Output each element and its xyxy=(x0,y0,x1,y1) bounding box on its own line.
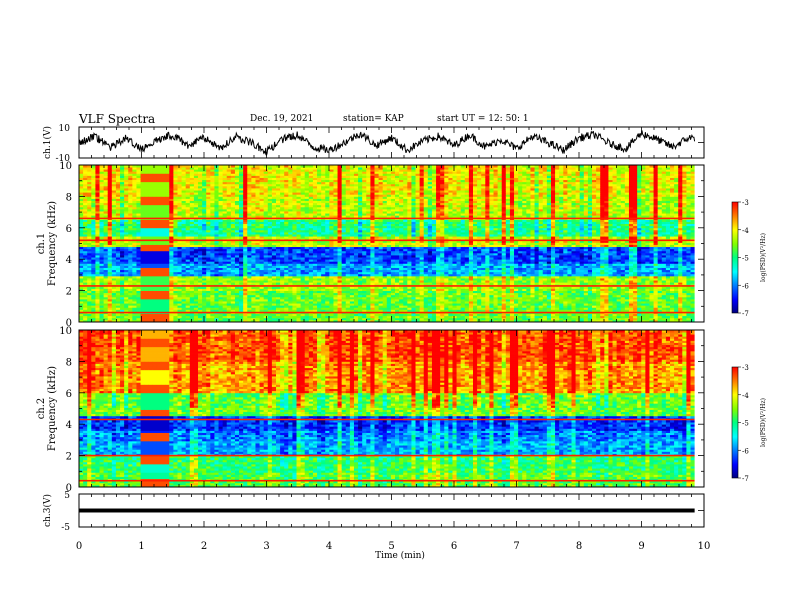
ch1-spectrogram-colorbar xyxy=(731,201,739,314)
x-tick-label: 2 xyxy=(201,541,207,552)
ch2-spectrogram-ylabel-channel: ch.2 xyxy=(36,398,47,420)
ch3-waveform-band xyxy=(79,508,695,513)
ch2-spectrogram-colorbar-label: log(PSD)(V²/Hz) xyxy=(760,398,767,447)
x-tick-label: 9 xyxy=(638,541,644,552)
ch2-spectrogram-colorbar-tick-label: -3 xyxy=(742,364,749,372)
ch2-spectrogram-ytick-label: 10 xyxy=(59,326,72,337)
ch2-spectrogram-ytick-label: 4 xyxy=(66,420,72,431)
chart-title: VLF Spectra xyxy=(79,112,155,126)
x-tick-label: 10 xyxy=(698,541,711,552)
ch2-spectrogram-no-data xyxy=(694,330,704,487)
date-label: Dec. 19, 2021 xyxy=(250,114,313,124)
x-axis-label: Time (min) xyxy=(375,550,425,561)
ch1-ytick-label: -10 xyxy=(56,154,71,164)
ch1-spectrogram-colorbar-tick-label: -3 xyxy=(742,199,749,207)
ch1-spectrogram-colorbar-tick-label: -5 xyxy=(742,255,749,263)
ch1-spectrogram-ylabel-frequency: Frequency (kHz) xyxy=(47,201,58,286)
ch1-spectrogram-ytick-label: 4 xyxy=(66,255,72,266)
ch3-ytick-label: 5 xyxy=(64,491,70,501)
ch2-spectrogram-ytick-label: 8 xyxy=(66,357,72,368)
x-tick-label: 6 xyxy=(451,541,457,552)
ch3-ytick-label: -5 xyxy=(61,523,70,533)
ch2-spectrogram-ytick-label: 0 xyxy=(66,483,72,494)
x-tick-label: 7 xyxy=(513,541,519,552)
x-tick-label: 1 xyxy=(138,541,144,552)
ch2-spectrogram-colorbar-tick-label: -6 xyxy=(742,447,749,455)
ch2-spectrogram-heatmap xyxy=(79,330,696,488)
ch2-spectrogram-colorbar xyxy=(731,366,739,479)
ch1-spectrogram-ytick-label: 0 xyxy=(66,318,72,329)
ch2-spectrogram-ylabel-frequency: Frequency (kHz) xyxy=(47,366,58,451)
x-tick-label: 0 xyxy=(76,541,82,552)
ch1-spectrogram-colorbar-tick-label: -4 xyxy=(742,227,749,235)
ch1-spectrogram-colorbar-tick-label: -7 xyxy=(742,310,749,318)
x-tick-label: 5 xyxy=(388,541,394,552)
ch3-ylabel: ch.3(V) xyxy=(42,494,53,527)
x-tick-label: 4 xyxy=(326,541,332,552)
ch1-spectrogram-colorbar-label: log(PSD)(V²/Hz) xyxy=(760,233,767,282)
ch2-spectrogram-colorbar-tick-label: -5 xyxy=(742,420,749,428)
ch1-spectrogram-colorbar-tick-label: -6 xyxy=(742,282,749,290)
ch1-spectrogram-no-data xyxy=(694,165,704,322)
ch1-spectrogram-ytick-label: 10 xyxy=(59,161,72,172)
ch1-ylabel: ch.1(V) xyxy=(42,126,53,159)
station-label: station= KAP xyxy=(343,114,404,124)
x-tick-label: 8 xyxy=(576,541,582,552)
start-time-label: start UT = 12: 50: 1 xyxy=(437,114,529,124)
ch1-spectrogram-heatmap xyxy=(79,165,696,323)
ch1-spectrogram-ytick-label: 2 xyxy=(66,287,72,298)
x-tick-label: 3 xyxy=(263,541,269,552)
ch1-waveform-line xyxy=(78,130,696,156)
ch2-spectrogram-ytick-label: 6 xyxy=(66,389,72,400)
ch2-spectrogram-ytick-label: 2 xyxy=(66,452,72,463)
ch1-spectrogram-ytick-label: 8 xyxy=(66,192,72,203)
ch1-spectrogram-ytick-label: 6 xyxy=(66,224,72,235)
ch1-ytick-label: 10 xyxy=(59,124,71,134)
ch2-spectrogram-colorbar-tick-label: -4 xyxy=(742,392,749,400)
ch2-spectrogram-colorbar-tick-label: -7 xyxy=(742,475,749,483)
ch1-spectrogram-ylabel-channel: ch.1 xyxy=(36,233,47,255)
